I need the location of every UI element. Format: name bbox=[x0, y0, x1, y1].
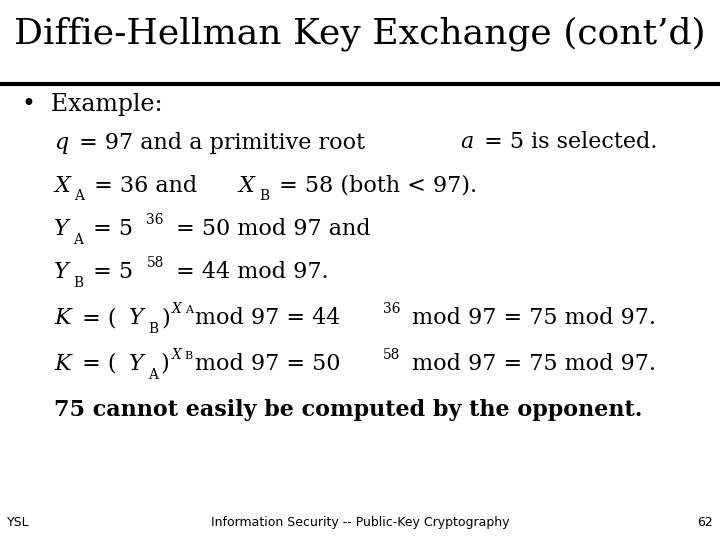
Text: Y: Y bbox=[54, 261, 68, 283]
Text: 75 cannot easily be computed by the opponent.: 75 cannot easily be computed by the oppo… bbox=[54, 399, 642, 421]
Text: = 36 and: = 36 and bbox=[87, 175, 204, 197]
Text: = (: = ( bbox=[76, 307, 117, 329]
Text: mod 97 = 75 mod 97.: mod 97 = 75 mod 97. bbox=[405, 307, 657, 329]
Text: X: X bbox=[172, 348, 182, 362]
Text: ): ) bbox=[161, 353, 169, 375]
Text: B: B bbox=[73, 276, 83, 290]
Text: 36: 36 bbox=[146, 213, 164, 227]
Text: A: A bbox=[74, 190, 84, 204]
Text: B: B bbox=[259, 190, 269, 204]
Text: = 50 mod 97 and: = 50 mod 97 and bbox=[169, 218, 371, 240]
Text: ): ) bbox=[161, 307, 170, 329]
Text: = (: = ( bbox=[76, 353, 117, 375]
Text: a: a bbox=[460, 132, 473, 153]
Text: B: B bbox=[184, 351, 193, 361]
Text: X: X bbox=[238, 175, 255, 197]
Text: = 5: = 5 bbox=[86, 218, 132, 240]
Text: A: A bbox=[185, 305, 193, 315]
Text: = 5: = 5 bbox=[86, 261, 133, 283]
Text: = 5 is selected.: = 5 is selected. bbox=[477, 132, 657, 153]
Text: = 58 (both < 97).: = 58 (both < 97). bbox=[272, 175, 477, 197]
Text: •  Example:: • Example: bbox=[22, 93, 162, 116]
Text: A: A bbox=[148, 368, 158, 382]
Text: mod 97 = 50: mod 97 = 50 bbox=[195, 353, 341, 375]
Text: = 97 and a primitive root: = 97 and a primitive root bbox=[73, 132, 373, 153]
Text: A: A bbox=[73, 233, 83, 247]
Text: X: X bbox=[172, 302, 182, 316]
Text: YSL: YSL bbox=[7, 516, 30, 529]
Text: Information Security -- Public-Key Cryptography: Information Security -- Public-Key Crypt… bbox=[211, 516, 509, 529]
Text: Diffie-Hellman Key Exchange (cont’d): Diffie-Hellman Key Exchange (cont’d) bbox=[14, 16, 706, 51]
Text: Y: Y bbox=[129, 307, 144, 329]
Text: Y: Y bbox=[54, 218, 68, 240]
Text: K: K bbox=[54, 353, 71, 375]
Text: mod 97 = 75 mod 97.: mod 97 = 75 mod 97. bbox=[405, 353, 657, 375]
Text: 58: 58 bbox=[383, 348, 400, 362]
Text: 36: 36 bbox=[383, 302, 400, 316]
Text: mod 97 = 44: mod 97 = 44 bbox=[195, 307, 341, 329]
Text: B: B bbox=[148, 322, 158, 336]
Text: K: K bbox=[54, 307, 71, 329]
Text: Y: Y bbox=[129, 353, 144, 375]
Text: 62: 62 bbox=[697, 516, 713, 529]
Text: q: q bbox=[54, 132, 68, 153]
Text: 58: 58 bbox=[147, 256, 164, 271]
Text: = 44 mod 97.: = 44 mod 97. bbox=[169, 261, 329, 283]
Text: X: X bbox=[54, 175, 70, 197]
